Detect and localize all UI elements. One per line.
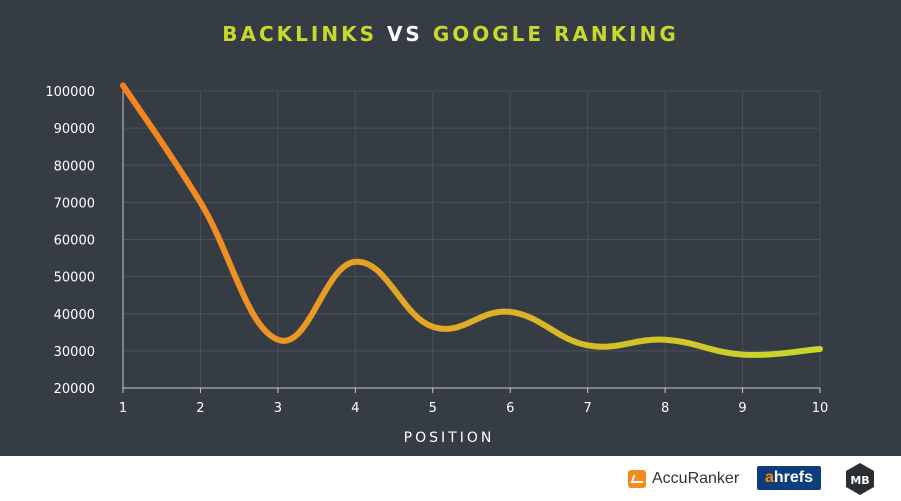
accuranker-brand: AccuRanker [628, 468, 739, 490]
x-tick-label: 5 [429, 401, 437, 416]
x-tick-label: 3 [274, 401, 282, 416]
x-tick-label: 6 [506, 401, 514, 416]
x-tick-label: 10 [812, 401, 829, 416]
y-tick-labels: 20000 30000 40000 50000 60000 70000 80000 90000… [45, 85, 95, 397]
y-tick-label: 100000 [45, 85, 95, 100]
accuranker-label: AccuRanker [652, 470, 740, 487]
y-tick-label: 40000 [54, 308, 95, 323]
x-axis-label: POSITION [404, 430, 495, 446]
y-tick-label: 60000 [54, 234, 95, 249]
x-tick-labels: 1 2 3 4 5 6 7 8 9 10 [119, 401, 828, 416]
line-chart: 20000 30000 40000 50000 60000 70000 80000 90000… [45, 82, 828, 446]
ahrefs-logo-rest: hrefs [773, 469, 814, 486]
x-tick-label: 2 [196, 401, 204, 416]
x-tick-label: 8 [661, 401, 669, 416]
title-part-vs: VS [386, 22, 423, 46]
grid-lines [123, 90, 821, 388]
footer: AccuRanker ahrefs MB [0, 456, 901, 501]
ahrefs-logo: ahrefs [757, 466, 821, 490]
chart-panel [0, 0, 901, 456]
x-tick-label: 9 [738, 401, 746, 416]
mb-logo-icon: MB [846, 463, 874, 495]
y-tick-label: 90000 [54, 122, 95, 137]
y-tick-label: 70000 [54, 196, 95, 211]
ahrefs-logo-a: a [764, 469, 774, 486]
y-tick-label: 30000 [54, 345, 95, 360]
chart-title: BACKLINKS VS GOOGLE RANKING [0, 22, 901, 46]
accuranker-logo-icon [628, 470, 646, 488]
y-tick-label: 50000 [54, 271, 95, 286]
x-tick-label: 7 [584, 401, 592, 416]
y-tick-label: 80000 [54, 159, 95, 174]
title-part-backlinks: BACKLINKS [222, 22, 377, 46]
x-tick-label: 4 [351, 401, 359, 416]
x-tick-label: 1 [119, 401, 127, 416]
axes [122, 91, 821, 393]
title-part-google-ranking: GOOGLE RANKING [432, 22, 679, 46]
series-line [120, 82, 823, 358]
y-tick-label: 20000 [54, 382, 95, 397]
mb-logo-text: MB [850, 474, 869, 487]
